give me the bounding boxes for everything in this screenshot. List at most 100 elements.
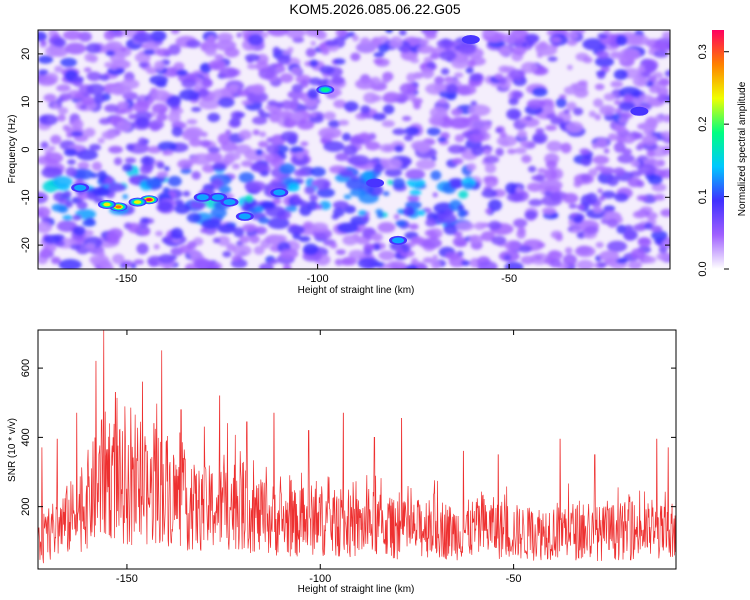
spectrogram-cell [660,131,670,139]
spectrogram-cell [500,139,509,147]
spectrogram-cell [615,34,628,46]
spectrogram-cell [560,142,572,154]
spectrogram-cell [310,112,317,118]
spectrogram-cell [437,137,447,143]
spectrogram-cell [343,194,352,200]
spectrogram-cell [637,163,656,175]
spectrogram-cell [204,47,217,57]
spectrogram-cell [532,132,548,145]
spectrogram-cell [545,124,557,131]
spectrogram-cell [56,97,64,104]
spectrogram-cell [300,141,309,147]
spectrogram-cell [333,58,346,65]
spectrogram-peak [273,189,286,196]
spectrogram-cell [638,94,654,103]
spectrogram-cell [528,165,537,173]
spectrogram-cell [282,50,293,56]
spectrogram-cell [618,118,629,124]
spectrogram-cell [521,154,532,164]
spectrogram-cell [218,185,231,194]
spectrogram-cell [164,166,170,172]
spectrogram-cell [329,242,338,249]
spectrogram-cell [363,248,373,256]
spectrogram-cell [506,108,522,120]
spectrogram-cell [307,88,319,100]
x-tick-label: -50 [501,273,517,285]
spectrogram-cell [396,97,407,104]
spectrogram-cell [133,259,145,265]
spectrogram-cell [588,168,598,177]
y-tick-label: 20 [20,48,32,60]
spectrogram-cell [310,222,329,233]
spectrogram-cell [407,195,420,202]
spectrogram-cell [140,217,150,223]
spectrogram-cell [662,114,670,123]
spectrogram-cell [564,247,573,255]
spectrogram-cell [522,258,530,265]
spectrogram-cell [65,166,77,177]
spectrogram-cell [253,245,265,255]
spectrogram-cell [658,246,668,254]
spectrogram-cell [538,65,545,71]
spectrogram-cell [84,127,96,138]
spectrogram-cell [622,50,641,61]
spectrogram-cell [599,105,616,116]
spectrogram-cell [216,32,234,43]
spectrogram-cell [201,78,213,88]
spectrogram-cell [420,237,442,249]
spectrogram-cell [436,39,456,49]
spectrogram-cell [481,189,498,198]
spectrogram-cell [503,254,512,261]
spectrogram-cell [154,60,165,71]
spectrogram-cell [526,99,546,109]
spectrogram-cell [660,208,670,217]
spectrogram-cell [252,129,260,136]
spectrogram-cell [395,219,407,227]
spectrogram-cell [585,192,598,205]
spectrogram-cell [267,100,278,107]
spectrogram-cell [191,153,213,165]
spectrogram-cell [187,241,197,250]
spectrogram-cell [146,177,162,188]
spectrogram-cell [38,221,53,233]
spectrogram-cell [537,242,546,248]
spectrogram-cell [610,80,623,88]
spectrogram-cell [309,59,319,68]
spectrogram-cell [174,203,191,214]
spectrogram-cell [238,172,255,183]
spectrogram-cell [379,143,396,153]
spectrogram-cell [310,40,316,47]
spectrogram-x-label: Height of straight line (km) [298,285,415,296]
spectrogram-cell [419,209,426,216]
spectrogram-cell [468,235,484,244]
figure-title: KOM5.2026.085.06.22.G05 [289,1,460,17]
spectrogram-cell [613,167,626,176]
spectrogram-cell [649,125,657,131]
spectrogram-cell [381,120,395,128]
spectrogram-cell [653,194,666,201]
spectrogram-cell [607,133,618,142]
spectrogram-cell [312,178,331,190]
spectrogram-cell [207,264,220,269]
spectrogram-cell [299,200,309,208]
spectrogram-cell [57,107,69,115]
spectrogram-cell [92,187,111,197]
spectrogram-cell [104,176,115,185]
spectrogram-cell [241,160,254,167]
colorbar-scale [712,30,724,269]
spectrogram-cell [280,131,299,142]
colorbar-ticks: 0.0 0.1 0.2 0.3 [697,44,729,277]
spectrogram-cell [76,149,98,161]
spectrogram-cell [290,66,302,75]
spectrogram-cell [520,61,538,74]
spectrogram-cell [657,94,668,103]
spectrogram-cell [258,217,270,224]
spectrogram-cell [363,243,376,250]
spectrogram-cell [181,78,197,89]
spectrogram-cell [410,257,419,265]
spectrogram-cell [371,232,383,242]
spectrogram-cell [105,50,116,57]
spectrogram-cell [381,77,390,84]
spectrogram-cell [389,36,403,48]
spectrogram-cell [664,69,670,78]
